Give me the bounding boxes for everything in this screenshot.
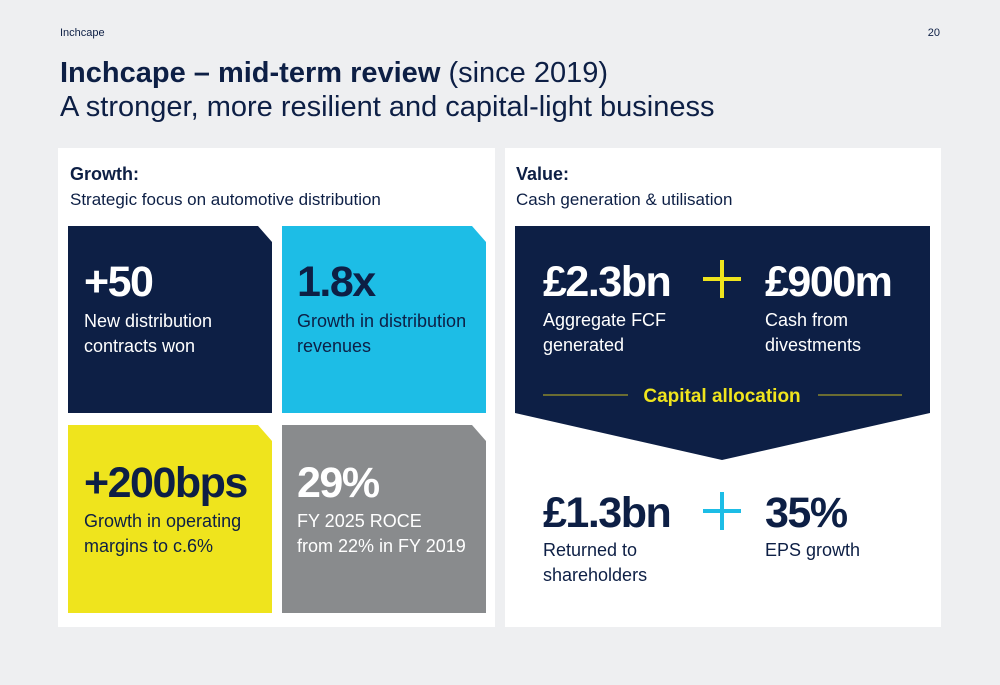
metric-value: 35% [765,489,848,537]
capital-allocation: Capital allocation [643,386,800,407]
metric-label: Growth in distribution [297,311,466,331]
brand: Inchcape [60,27,105,39]
metric-label: shareholders [543,565,647,585]
page-number: 20 [928,27,940,39]
metric-label: margins to c.6% [84,536,213,556]
cash-chevron [515,226,930,460]
metric-label: FY 2025 ROCE [297,511,422,531]
metric-value: 29% [297,459,380,507]
metric-label: from 22% in FY 2019 [297,536,466,556]
title-bold: Inchcape – mid-term review [60,57,441,89]
metric-label: Cash from [765,310,848,330]
tile [282,226,486,413]
subtitle: A stronger, more resilient and capital-l… [60,91,714,123]
title: Inchcape – mid-term review (since 2019) [60,57,608,89]
tile [68,226,272,413]
metric-label: divestments [765,335,861,355]
metric-label: contracts won [84,336,195,356]
metric-label: revenues [297,336,371,356]
metric-value: £2.3bn [543,258,670,306]
plus-icon [703,492,741,530]
value-subheading: Cash generation & utilisation [516,190,732,209]
metric-value: 1.8x [297,258,376,306]
metric-label: New distribution [84,311,212,331]
metric-label: generated [543,335,624,355]
metric-value: +50 [84,258,153,306]
tile [68,425,272,613]
metric-label: Growth in operating [84,511,241,531]
metric-value: £900m [765,258,891,306]
tile [282,425,486,613]
growth-heading: Growth: [70,164,139,184]
plus-icon [703,260,741,298]
growth-subheading: Strategic focus on automotive distributi… [70,190,381,209]
title-light: (since 2019) [448,57,608,89]
metric-label: EPS growth [765,540,860,560]
value-heading: Value: [516,164,569,184]
metric-label: Aggregate FCF [543,310,666,330]
metric-label: Returned to [543,540,637,560]
metric-value: £1.3bn [543,489,670,537]
metric-value: +200bps [84,459,247,507]
